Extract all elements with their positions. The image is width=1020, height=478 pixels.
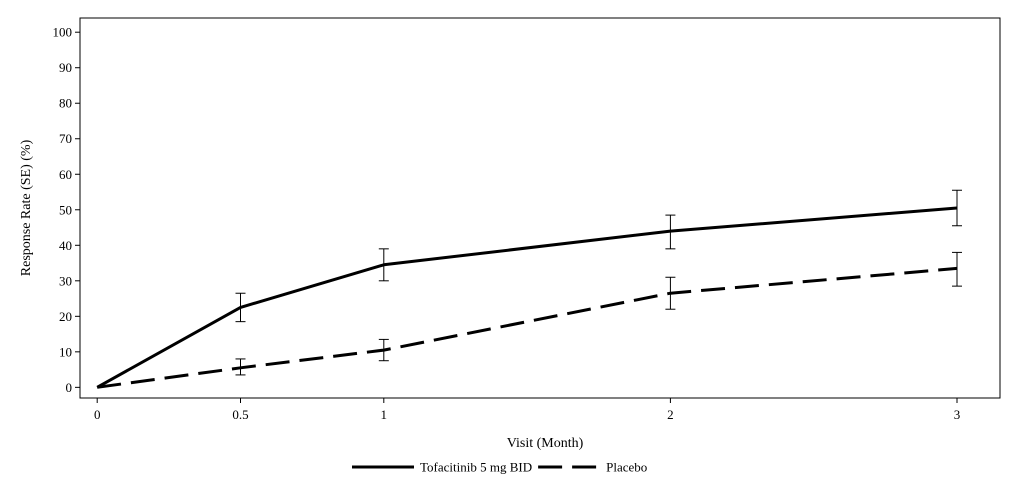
y-tick-label: 60 <box>59 167 72 182</box>
x-tick-label: 2 <box>667 407 674 422</box>
legend-label: Placebo <box>606 460 647 475</box>
x-tick-label: 0 <box>94 407 101 422</box>
x-axis: 0 0.5 1 2 3 <box>94 398 960 422</box>
y-tick-label: 10 <box>59 344 72 359</box>
error-bar <box>952 189 963 227</box>
series-line-0 <box>96 206 958 389</box>
y-axis-title: Response Rate (SE) (%) <box>19 139 34 276</box>
y-tick-label: 0 <box>66 380 73 395</box>
y-tick-label: 80 <box>59 96 72 111</box>
y-tick-label: 70 <box>59 131 72 146</box>
x-tick-label: 0.5 <box>232 407 248 422</box>
y-tick-label: 90 <box>59 60 72 75</box>
y-axis: 0 10 20 30 40 50 60 70 80 90 100 <box>53 25 80 395</box>
series-line-1 <box>96 266 958 389</box>
y-tick-label: 40 <box>59 238 72 253</box>
error-bars <box>235 189 963 376</box>
x-tick-label: 3 <box>954 407 961 422</box>
y-tick-label: 50 <box>59 202 72 217</box>
plot-frame <box>79 17 1001 399</box>
x-axis-title: Visit (Month) <box>507 436 584 451</box>
legend: Tofacitinib 5 mg BID Placebo <box>352 460 647 475</box>
x-tick-label: 1 <box>381 407 388 422</box>
y-tick-label: 30 <box>59 273 72 288</box>
y-tick-label: 100 <box>53 25 73 40</box>
series-lines <box>96 206 958 389</box>
y-tick-label: 20 <box>59 309 72 324</box>
legend-item: Placebo <box>538 460 647 475</box>
legend-item: Tofacitinib 5 mg BID <box>352 460 532 475</box>
legend-label: Tofacitinib 5 mg BID <box>420 460 532 475</box>
